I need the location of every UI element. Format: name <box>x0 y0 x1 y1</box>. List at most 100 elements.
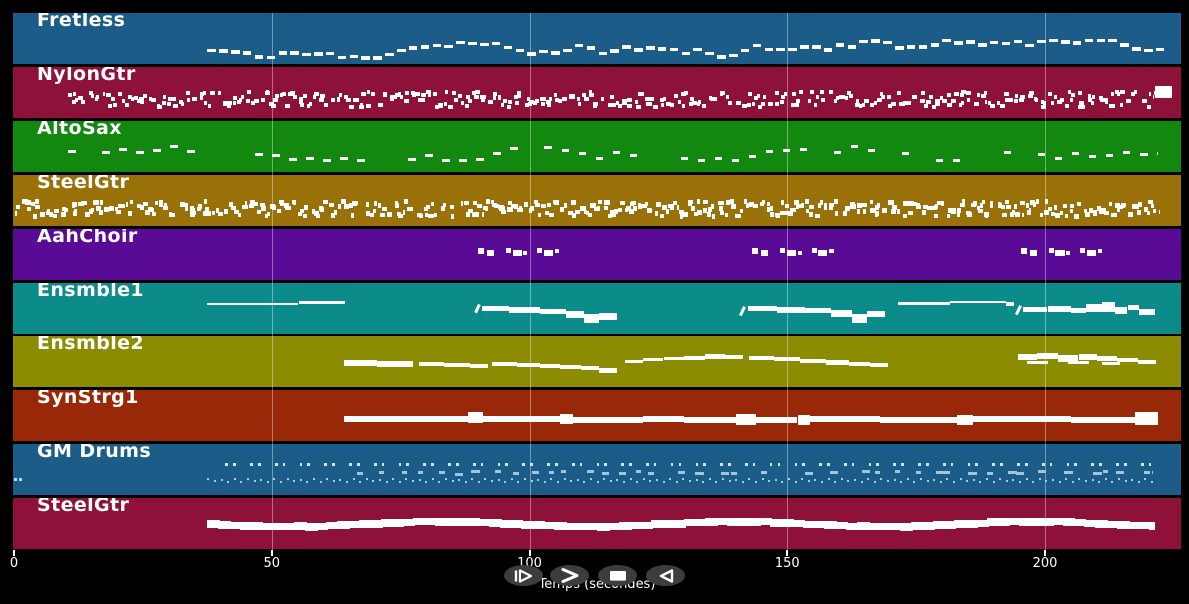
note <box>636 470 641 474</box>
note <box>1070 203 1075 208</box>
note <box>190 212 196 217</box>
note <box>1062 518 1076 526</box>
note <box>488 100 494 105</box>
note <box>979 481 982 484</box>
note <box>839 95 845 100</box>
note <box>63 207 69 212</box>
note <box>1104 99 1108 104</box>
note <box>315 213 321 219</box>
note <box>1091 478 1094 481</box>
note <box>480 95 486 99</box>
note <box>378 478 381 481</box>
note <box>725 200 730 205</box>
note <box>862 209 866 214</box>
note <box>495 470 502 474</box>
note <box>219 49 228 53</box>
note <box>886 480 889 483</box>
note <box>769 212 774 217</box>
note <box>456 518 470 526</box>
note <box>274 463 278 466</box>
note <box>1138 308 1155 315</box>
note <box>1139 152 1148 156</box>
note <box>820 97 826 102</box>
note <box>390 95 395 100</box>
note <box>819 200 824 205</box>
axis-tick <box>13 550 15 556</box>
note <box>1151 471 1154 475</box>
note <box>420 98 426 102</box>
note <box>524 477 526 480</box>
note <box>894 470 901 473</box>
axis-tick-label: 0 <box>9 556 19 571</box>
fast-forward-button[interactable] <box>550 565 589 586</box>
note <box>477 480 480 483</box>
note <box>631 200 636 205</box>
play-button[interactable] <box>504 565 543 586</box>
note <box>1144 478 1147 481</box>
note <box>770 519 784 527</box>
note <box>1025 43 1034 48</box>
note <box>1045 199 1049 204</box>
note <box>627 98 633 103</box>
note <box>1081 104 1086 109</box>
note <box>1066 463 1070 466</box>
note <box>680 156 689 160</box>
note <box>882 207 887 213</box>
note <box>359 102 364 107</box>
note <box>95 206 101 211</box>
note <box>233 100 237 105</box>
note <box>267 211 271 217</box>
note <box>459 159 468 163</box>
note <box>484 206 488 212</box>
note <box>130 97 134 102</box>
note <box>113 103 118 108</box>
note <box>862 202 867 208</box>
note <box>539 308 566 314</box>
note <box>268 102 274 107</box>
note <box>684 416 736 423</box>
note <box>1067 90 1071 94</box>
stop-button[interactable] <box>598 565 637 586</box>
note <box>720 92 723 97</box>
note <box>1125 99 1131 104</box>
note <box>454 98 459 103</box>
note <box>919 477 922 480</box>
note <box>1114 203 1120 208</box>
note <box>748 202 755 207</box>
note <box>240 480 243 483</box>
note <box>173 103 179 108</box>
note <box>475 212 480 217</box>
note <box>440 206 445 211</box>
note <box>81 201 85 206</box>
note <box>136 98 141 103</box>
note <box>540 203 546 208</box>
note <box>583 209 588 214</box>
note <box>242 51 252 55</box>
rewind-button[interactable] <box>646 565 685 586</box>
note <box>359 480 362 483</box>
note <box>988 101 991 106</box>
note <box>730 199 734 204</box>
note <box>257 463 261 466</box>
note <box>1078 353 1097 360</box>
note <box>557 480 559 483</box>
note <box>662 520 675 528</box>
note <box>1001 212 1007 217</box>
note <box>78 201 83 207</box>
note <box>870 208 876 213</box>
note <box>598 51 608 56</box>
note <box>514 204 518 209</box>
note <box>418 470 424 474</box>
note <box>31 201 35 207</box>
note <box>548 212 554 218</box>
note <box>760 470 767 474</box>
note <box>334 210 338 215</box>
note <box>809 204 814 210</box>
track-label: SynStrg1 <box>37 390 139 408</box>
note <box>940 201 945 206</box>
note <box>625 206 631 211</box>
note <box>467 518 480 526</box>
note <box>35 204 40 210</box>
note <box>1018 354 1038 361</box>
